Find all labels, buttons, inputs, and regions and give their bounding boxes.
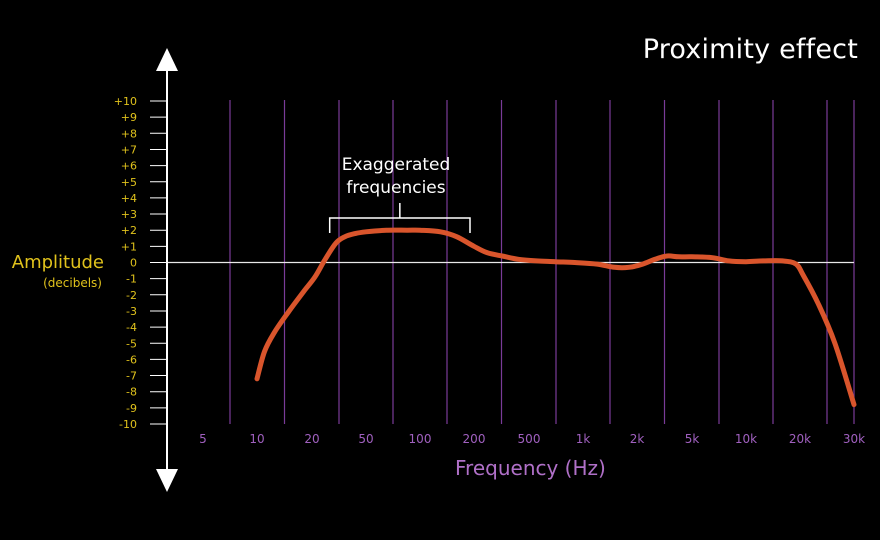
y-tick-label: +1: [121, 240, 137, 253]
y-tick-label: -6: [126, 353, 137, 366]
y-tick-label: +3: [121, 208, 137, 221]
y-tick-labels: +10+9+8+7+6+5+4+3+2+10-1-2-3-4-5-6-7-8-9…: [114, 95, 137, 431]
x-tick-label: 200: [463, 432, 486, 446]
series-layer: [254, 227, 857, 408]
y-tick-label: +2: [121, 224, 137, 237]
y-tick-label: -4: [126, 321, 137, 334]
x-tick-label: 10k: [735, 432, 757, 446]
y-axis-arrow-up-icon: [156, 48, 178, 71]
x-tick-label: 1k: [576, 432, 591, 446]
x-tick-label: 500: [518, 432, 541, 446]
x-tick-label: 2k: [630, 432, 645, 446]
y-axis-arrow-down-icon: [156, 469, 178, 492]
y-tick-label: -2: [126, 289, 137, 302]
chart-title: Proximity effect: [642, 34, 858, 65]
y-tick-label: -7: [126, 370, 137, 383]
y-tick-label: +8: [121, 127, 137, 140]
x-tick-label: 5k: [685, 432, 700, 446]
annotation-bracket: [328, 203, 471, 233]
x-tick-label: 10: [249, 432, 264, 446]
y-tick-label: +6: [121, 160, 137, 173]
y-tick-label: -5: [126, 337, 137, 350]
y-tick-label: +10: [114, 95, 137, 108]
x-tick-label: 30k: [843, 432, 865, 446]
y-tick-label: +4: [121, 192, 137, 205]
y-axis-label: Amplitude: [11, 252, 104, 273]
y-axis-unit: (decibels): [43, 276, 102, 290]
y-tick-label: -1: [126, 273, 137, 286]
y-tick-label: +7: [121, 143, 137, 156]
x-tick-label: 50: [358, 432, 373, 446]
annotation-line-1: Exaggerated: [341, 155, 451, 175]
y-tick-label: -8: [126, 386, 137, 399]
x-tick-labels: 5 10 20 50 100 200 500 1k 2k 5k 10k 20k 30k: [199, 432, 865, 446]
x-tick-label: 5: [199, 432, 207, 446]
x-axis-label: Frequency (Hz): [455, 456, 606, 480]
x-tick-label: 20k: [789, 432, 811, 446]
x-tick-label: 100: [409, 432, 432, 446]
annotation-line-2: frequencies: [346, 178, 446, 198]
y-tick-label: 0: [130, 257, 137, 270]
y-tick-label: -9: [126, 402, 137, 415]
y-tick-label: -3: [126, 305, 137, 318]
series-line: [254, 227, 857, 408]
x-tick-label: 20: [304, 432, 319, 446]
annotation-text: Exaggerated frequencies: [330, 154, 462, 200]
y-tick-label: -10: [119, 418, 137, 431]
annotation-bracket-path: [328, 203, 471, 233]
y-tick-label: +5: [121, 176, 137, 189]
y-tick-label: +9: [121, 111, 137, 124]
